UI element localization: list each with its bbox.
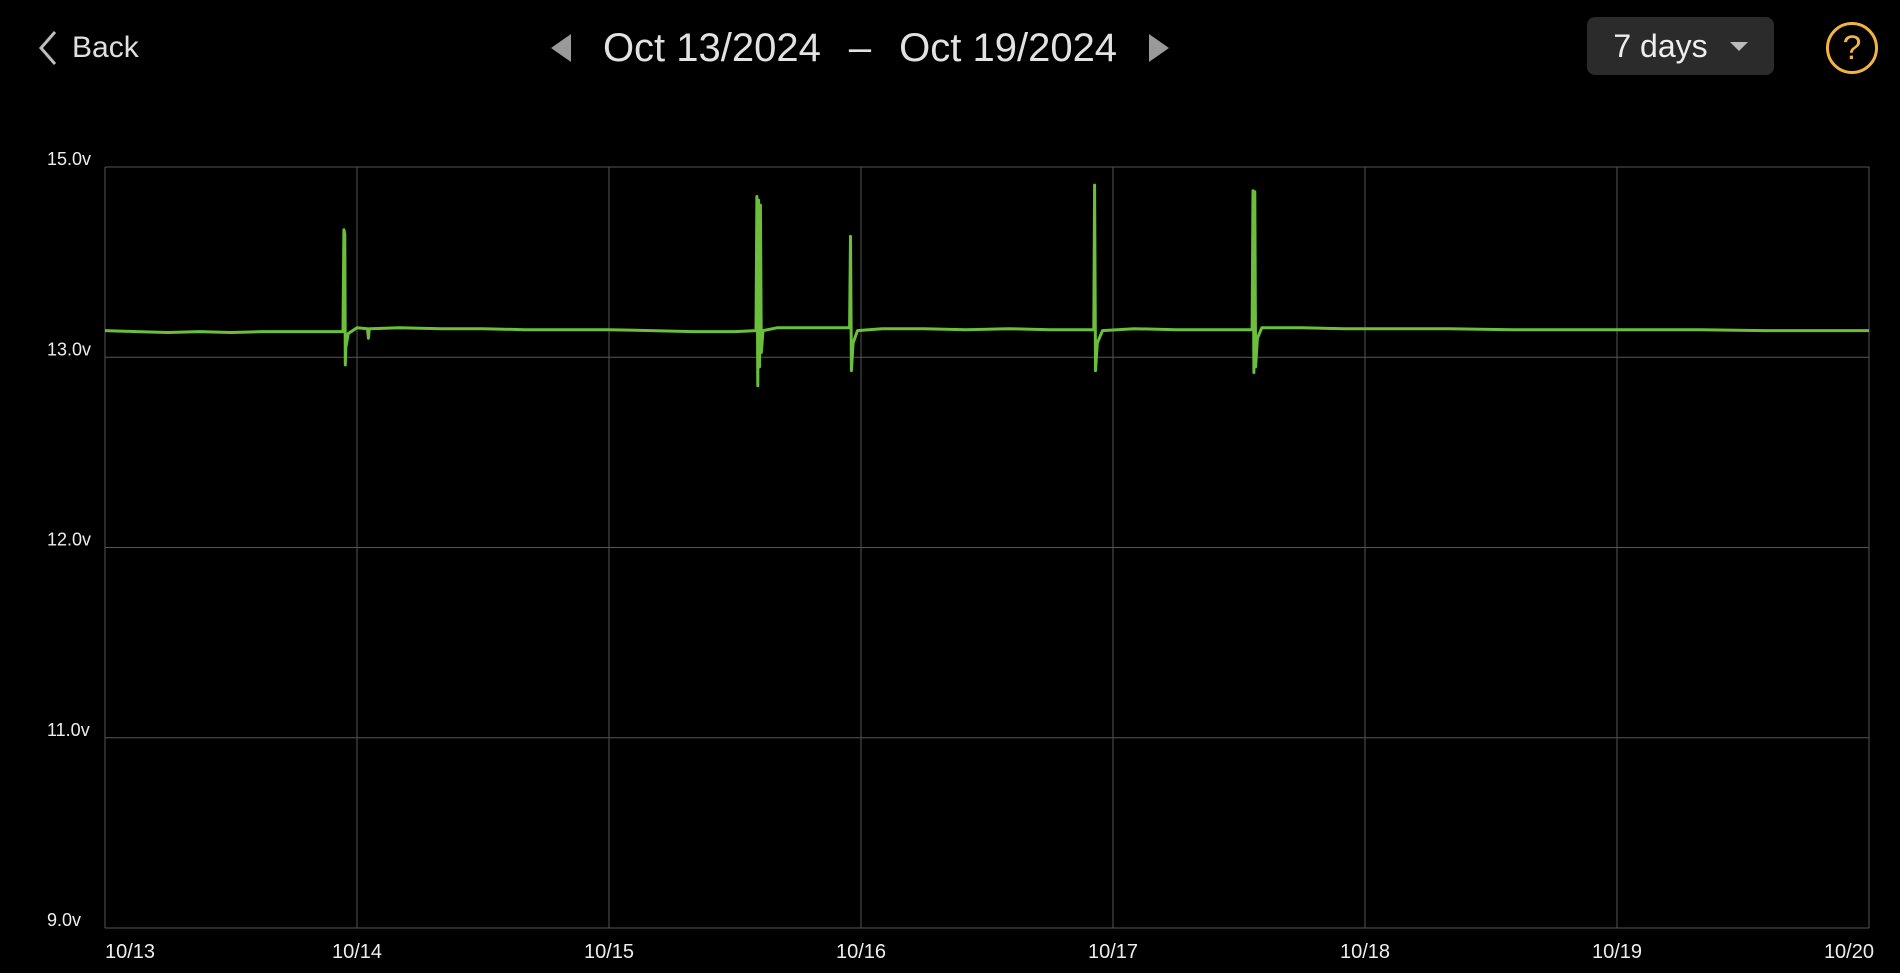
x-tick-label: 10/14 [332, 941, 382, 963]
x-tick-label: 10/13 [105, 941, 155, 963]
x-tick-label: 10/19 [1592, 941, 1642, 963]
x-tick-label: 10/16 [836, 941, 886, 963]
x-tick-label: 10/15 [584, 941, 634, 963]
chevron-left-icon [39, 31, 57, 65]
caret-down-icon [1729, 41, 1748, 51]
back-button[interactable]: Back [38, 24, 139, 72]
range-select-value: 7 days [1613, 27, 1708, 64]
y-tick-label: 13.0v [47, 339, 91, 359]
y-tick-label: 15.0v [47, 149, 91, 169]
question-circle-icon[interactable]: ? [1826, 22, 1878, 74]
voltage-series-line [104, 183, 1869, 388]
triangle-right-icon[interactable] [1149, 34, 1170, 62]
x-tick-label: 10/17 [1088, 941, 1138, 963]
y-tick-label: 9.0v [47, 910, 81, 930]
start-date: Oct 13/2024 [602, 25, 821, 70]
y-tick-label: 12.0v [47, 530, 91, 550]
range-select-dropdown[interactable]: 7 days [1587, 17, 1774, 75]
date-separator: – [848, 25, 872, 70]
back-label: Back [72, 31, 139, 64]
x-tick-label: 10/20 [1824, 941, 1874, 963]
end-date: Oct 19/2024 [899, 25, 1118, 70]
y-tick-label: 11.0v [47, 720, 90, 740]
x-tick-label: 10/18 [1340, 941, 1390, 963]
help-symbol: ? [1842, 28, 1862, 67]
triangle-left-icon[interactable] [550, 34, 571, 62]
date-range: Oct 13/2024 – Oct 19/2024 [550, 20, 1170, 76]
